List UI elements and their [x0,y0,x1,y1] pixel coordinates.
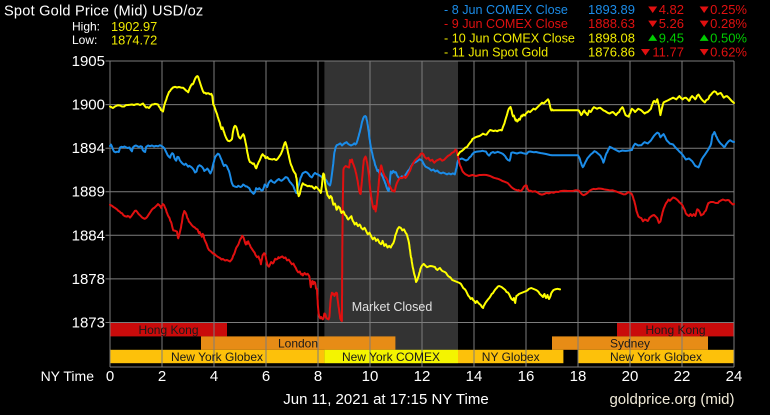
svg-text:8: 8 [314,368,322,385]
svg-text:1898.08: 1898.08 [588,30,635,45]
svg-text:11.77: 11.77 [652,45,684,60]
svg-text:1902.97: 1902.97 [111,19,157,34]
svg-text:9.45: 9.45 [659,30,684,45]
svg-text:20: 20 [622,368,639,385]
svg-text:4.82: 4.82 [659,2,684,17]
svg-text:18: 18 [570,368,587,385]
svg-text:New York Globex: New York Globex [171,350,263,364]
svg-text:Hong Kong: Hong Kong [645,323,705,337]
svg-text:High:: High: [72,20,100,34]
svg-text:12: 12 [414,368,431,385]
svg-text:10: 10 [362,368,379,385]
svg-text:NY Time: NY Time [41,368,95,384]
svg-text:1888.63: 1888.63 [588,16,635,31]
svg-text:0: 0 [106,368,114,385]
svg-text:New York COMEX: New York COMEX [342,350,440,364]
svg-text:Jun 11, 2021 at 17:15 NY Time: Jun 11, 2021 at 17:15 NY Time [283,391,488,408]
svg-text:NY Globex: NY Globex [482,350,540,364]
svg-text:Hong Kong: Hong Kong [138,323,198,337]
svg-text:Spot Gold Price (Mid) USD/oz: Spot Gold Price (Mid) USD/oz [4,4,203,20]
svg-text:Sydney: Sydney [610,336,650,350]
svg-text:- 9 Jun COMEX Close: - 9 Jun COMEX Close [444,17,568,31]
svg-text:1874.72: 1874.72 [111,33,157,48]
svg-text:24: 24 [726,368,743,385]
svg-text:1876.86: 1876.86 [588,45,635,60]
svg-text:2: 2 [158,368,166,385]
svg-text:- 8 Jun COMEX Close: - 8 Jun COMEX Close [444,3,568,17]
svg-text:- 11 Jun Spot Gold: - 11 Jun Spot Gold [444,46,548,60]
svg-text:14: 14 [466,368,483,385]
svg-text:1900: 1900 [72,97,105,114]
svg-text:0.28%: 0.28% [710,16,747,31]
svg-text:1905: 1905 [72,53,105,70]
svg-text:- 10 Jun COMEX Close: - 10 Jun COMEX Close [444,31,575,45]
svg-text:goldprice.org (mid): goldprice.org (mid) [609,391,734,408]
svg-text:1884: 1884 [72,227,105,244]
svg-text:0.50%: 0.50% [710,30,747,45]
svg-text:5.26: 5.26 [659,16,684,31]
svg-text:1878: 1878 [72,271,105,288]
svg-text:1894: 1894 [72,140,105,157]
svg-text:1889: 1889 [72,184,105,201]
svg-text:Low:: Low: [72,33,97,47]
svg-text:16: 16 [518,368,535,385]
svg-text:4: 4 [210,368,218,385]
svg-text:0.62%: 0.62% [710,45,747,60]
svg-text:22: 22 [674,368,691,385]
svg-text:0.25%: 0.25% [710,2,747,17]
svg-text:Market Closed: Market Closed [352,300,433,314]
svg-text:6: 6 [262,368,270,385]
svg-text:1893.89: 1893.89 [588,2,635,17]
svg-text:1873: 1873 [72,315,105,332]
svg-text:New York Globex: New York Globex [610,350,702,364]
svg-text:London: London [278,336,318,350]
